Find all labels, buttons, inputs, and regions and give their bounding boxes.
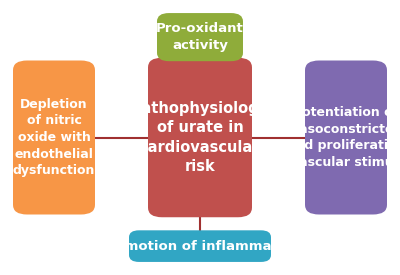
- FancyBboxPatch shape: [129, 230, 271, 262]
- Text: Pathophysiology
of urate in
cardiovascular
risk: Pathophysiology of urate in cardiovascul…: [132, 101, 268, 174]
- Text: Pro-oxidant
activity: Pro-oxidant activity: [156, 22, 244, 52]
- FancyBboxPatch shape: [157, 13, 243, 61]
- Text: Depletion
of nitric
oxide with
endothelial
dysfunction: Depletion of nitric oxide with endotheli…: [13, 98, 95, 177]
- Text: Potentiation of
vasoconstrictor
and proliferative
vascular stimuli: Potentiation of vasoconstrictor and prol…: [287, 106, 400, 169]
- Text: Promotion of inflammation: Promotion of inflammation: [99, 240, 301, 253]
- FancyBboxPatch shape: [13, 60, 95, 215]
- FancyBboxPatch shape: [148, 58, 252, 217]
- FancyBboxPatch shape: [305, 60, 387, 215]
